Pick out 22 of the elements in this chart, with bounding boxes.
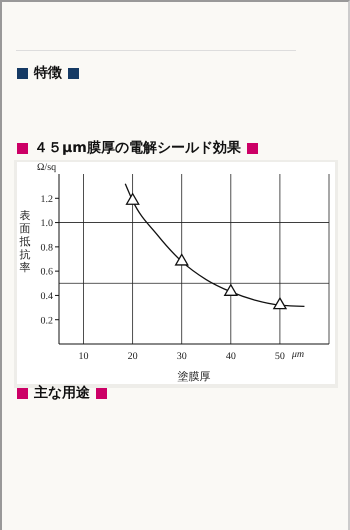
text: 主な用途 bbox=[34, 384, 90, 402]
text: μm bbox=[292, 349, 304, 360]
x-tick-label: 10 bbox=[78, 351, 89, 362]
text: 特徴 bbox=[34, 64, 62, 82]
y-tick-label: 0.6 bbox=[40, 266, 53, 278]
chart-title: ４５μm膜厚の電解シールド効果 bbox=[34, 139, 241, 157]
y-tick-label: 0.4 bbox=[40, 290, 53, 302]
x-tick-label: 30 bbox=[176, 351, 187, 362]
y-tick-label: 1.2 bbox=[40, 194, 53, 205]
x-tick-label: 20 bbox=[128, 351, 138, 362]
y-tick-label: 0.8 bbox=[40, 242, 53, 254]
point bbox=[224, 284, 238, 296]
point bbox=[175, 254, 188, 266]
y-tick-label: 0.2 bbox=[40, 315, 53, 326]
x-axis-title: 塗膜厚 bbox=[178, 371, 210, 383]
x-tick-label: 40 bbox=[226, 351, 236, 362]
text: Ω/sq bbox=[37, 162, 56, 173]
x-tick-label: 50 bbox=[274, 351, 285, 362]
point bbox=[126, 193, 140, 205]
point bbox=[273, 297, 287, 310]
y-tick-label: 1.0 bbox=[40, 218, 53, 230]
y-axis-title: 表面抵抗率 bbox=[19, 210, 31, 275]
